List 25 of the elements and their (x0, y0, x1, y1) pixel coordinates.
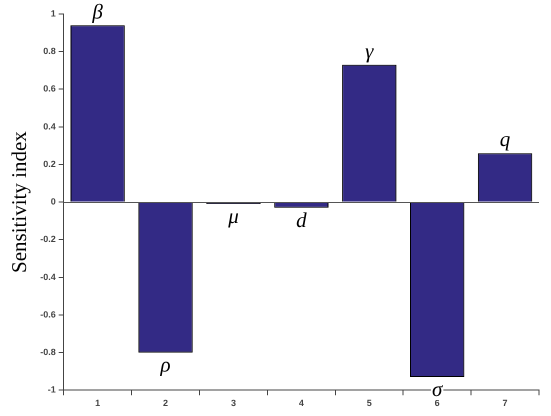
x-tick-label: 4 (298, 398, 304, 408)
y-tick-label: 1 (50, 8, 56, 18)
annotation: γ (365, 38, 374, 63)
annotation: ρ (160, 352, 171, 377)
y-tick-label: -0.8 (40, 347, 56, 358)
y-tick-label: 0.6 (43, 84, 56, 94)
x-tick-label: 1 (95, 398, 100, 408)
annotation: d (296, 208, 308, 232)
y-tick-label: 0 (50, 196, 56, 207)
y-tick-label: 0.2 (43, 158, 56, 169)
x-tick-label: 5 (366, 398, 372, 408)
annotation: q (500, 127, 511, 152)
y-tick-label: 0.4 (43, 121, 56, 132)
y-tick-label: -1 (48, 384, 56, 395)
y-tick-label: 0.8 (43, 46, 56, 56)
y-tick-label: -0.4 (40, 272, 56, 282)
y-tick-label: -0.2 (40, 234, 56, 244)
annotation: μ (227, 204, 239, 228)
y-tick-label: -0.6 (40, 309, 56, 320)
x-tick-label: 3 (230, 398, 236, 408)
annotation: σ (432, 377, 444, 402)
x-tick-label: 7 (502, 398, 508, 408)
x-tick-label: 2 (163, 398, 168, 408)
annotation: β (91, 0, 104, 24)
y-axis-title: Sensitivity index (7, 130, 32, 273)
